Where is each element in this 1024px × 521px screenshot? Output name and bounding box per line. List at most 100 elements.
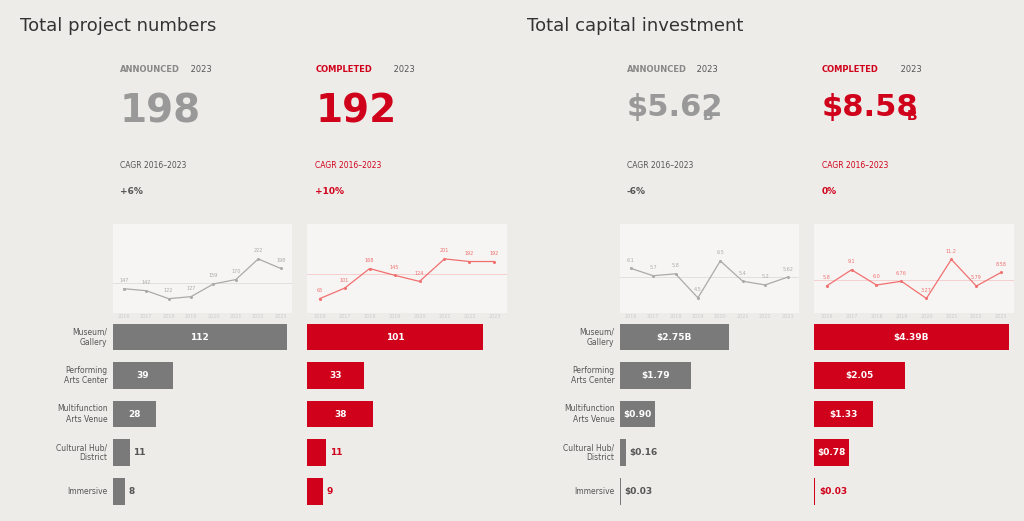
Text: Cultural Hub/
District: Cultural Hub/ District <box>563 443 614 463</box>
Text: Immersive: Immersive <box>68 487 108 496</box>
Text: 101: 101 <box>340 278 349 282</box>
Text: $0.78: $0.78 <box>817 448 846 457</box>
Text: COMPLETED: COMPLETED <box>315 66 372 75</box>
Text: $0.16: $0.16 <box>630 448 657 457</box>
Text: 5.8: 5.8 <box>822 276 830 280</box>
Text: 9.1: 9.1 <box>848 259 855 264</box>
Text: 101: 101 <box>386 332 404 342</box>
Text: $4.39B: $4.39B <box>894 332 929 342</box>
Text: $1.79: $1.79 <box>641 371 670 380</box>
Text: 2023: 2023 <box>694 66 718 75</box>
Text: 6.0: 6.0 <box>872 275 881 279</box>
Text: Performing
Arts Center: Performing Arts Center <box>570 366 614 386</box>
Text: 3.27: 3.27 <box>921 288 932 293</box>
Text: 198: 198 <box>120 93 201 131</box>
Text: +10%: +10% <box>315 187 344 195</box>
Text: 4.5: 4.5 <box>694 287 701 292</box>
Text: 6.5: 6.5 <box>717 251 724 255</box>
Bar <box>814 401 873 427</box>
Text: 192: 192 <box>489 251 499 256</box>
Text: 5.7: 5.7 <box>649 265 657 270</box>
Text: 5.4: 5.4 <box>739 271 746 276</box>
Bar <box>814 324 1009 350</box>
Text: B: B <box>702 109 714 123</box>
Bar <box>620 440 626 466</box>
Text: $1.33: $1.33 <box>829 410 858 419</box>
Bar <box>113 478 125 504</box>
Text: 122: 122 <box>164 288 173 293</box>
Text: Museum/
Gallery: Museum/ Gallery <box>580 327 614 347</box>
Bar <box>620 401 655 427</box>
Text: 11.2: 11.2 <box>946 249 956 254</box>
Text: 2023: 2023 <box>898 66 922 75</box>
Text: 168: 168 <box>365 258 375 263</box>
Text: COMPLETED: COMPLETED <box>822 66 879 75</box>
Text: Museum/
Gallery: Museum/ Gallery <box>73 327 108 347</box>
Bar <box>620 324 729 350</box>
Text: Total capital investment: Total capital investment <box>527 17 743 35</box>
Text: Immersive: Immersive <box>574 487 614 496</box>
Text: 28: 28 <box>128 410 140 419</box>
Text: 112: 112 <box>190 332 209 342</box>
Text: 6.1: 6.1 <box>627 258 635 263</box>
Text: Performing
Arts Center: Performing Arts Center <box>63 366 108 386</box>
Bar <box>620 478 621 504</box>
Text: $2.05: $2.05 <box>846 371 873 380</box>
Text: 39: 39 <box>137 371 150 380</box>
Text: 8.58: 8.58 <box>996 262 1007 267</box>
Text: $5.62: $5.62 <box>627 93 723 122</box>
Text: 11: 11 <box>133 448 145 457</box>
Bar <box>113 324 287 350</box>
Bar <box>307 478 323 504</box>
Bar <box>113 401 157 427</box>
Bar <box>814 440 849 466</box>
Bar <box>307 401 373 427</box>
Text: ANNOUNCED: ANNOUNCED <box>627 66 687 75</box>
Text: 11: 11 <box>331 448 343 457</box>
Bar <box>620 363 691 389</box>
Bar <box>307 440 327 466</box>
Text: 159: 159 <box>209 274 218 278</box>
Text: CAGR 2016–2023: CAGR 2016–2023 <box>315 160 382 170</box>
Text: 170: 170 <box>231 269 241 274</box>
Text: $0.90: $0.90 <box>624 410 651 419</box>
Text: Multifunction
Arts Venue: Multifunction Arts Venue <box>57 404 108 424</box>
Text: CAGR 2016–2023: CAGR 2016–2023 <box>822 160 889 170</box>
Text: 127: 127 <box>186 286 196 291</box>
Bar <box>307 363 365 389</box>
Text: 147: 147 <box>119 278 129 283</box>
Text: 5.8: 5.8 <box>672 263 679 268</box>
Text: 0%: 0% <box>822 187 838 195</box>
Text: 2023: 2023 <box>187 66 211 75</box>
Text: B: B <box>907 109 918 123</box>
Text: 33: 33 <box>330 371 342 380</box>
Bar <box>307 324 482 350</box>
Text: 9: 9 <box>327 487 333 496</box>
Bar <box>814 478 815 504</box>
Text: $8.58: $8.58 <box>822 93 919 122</box>
Bar <box>113 363 173 389</box>
Text: -6%: -6% <box>627 187 646 195</box>
Text: CAGR 2016–2023: CAGR 2016–2023 <box>627 160 693 170</box>
Text: 201: 201 <box>439 249 450 253</box>
Text: Total project numbers: Total project numbers <box>20 17 217 35</box>
Text: 145: 145 <box>390 265 399 270</box>
Text: 5.62: 5.62 <box>782 267 793 271</box>
Text: 5.2: 5.2 <box>761 275 769 279</box>
Text: 6.76: 6.76 <box>896 271 907 276</box>
Text: $0.03: $0.03 <box>625 487 652 496</box>
Text: 124: 124 <box>415 271 424 276</box>
Text: Multifunction
Arts Venue: Multifunction Arts Venue <box>564 404 614 424</box>
Bar <box>814 363 905 389</box>
Text: $2.75B: $2.75B <box>656 332 692 342</box>
Text: CAGR 2016–2023: CAGR 2016–2023 <box>120 160 186 170</box>
Text: 65: 65 <box>316 288 323 293</box>
Text: 198: 198 <box>276 258 286 263</box>
Bar <box>113 440 130 466</box>
Text: $0.03: $0.03 <box>819 487 848 496</box>
Text: 5.79: 5.79 <box>971 276 982 280</box>
Text: 222: 222 <box>254 249 263 253</box>
Text: Cultural Hub/
District: Cultural Hub/ District <box>56 443 108 463</box>
Text: 142: 142 <box>141 280 151 285</box>
Text: 2023: 2023 <box>391 66 415 75</box>
